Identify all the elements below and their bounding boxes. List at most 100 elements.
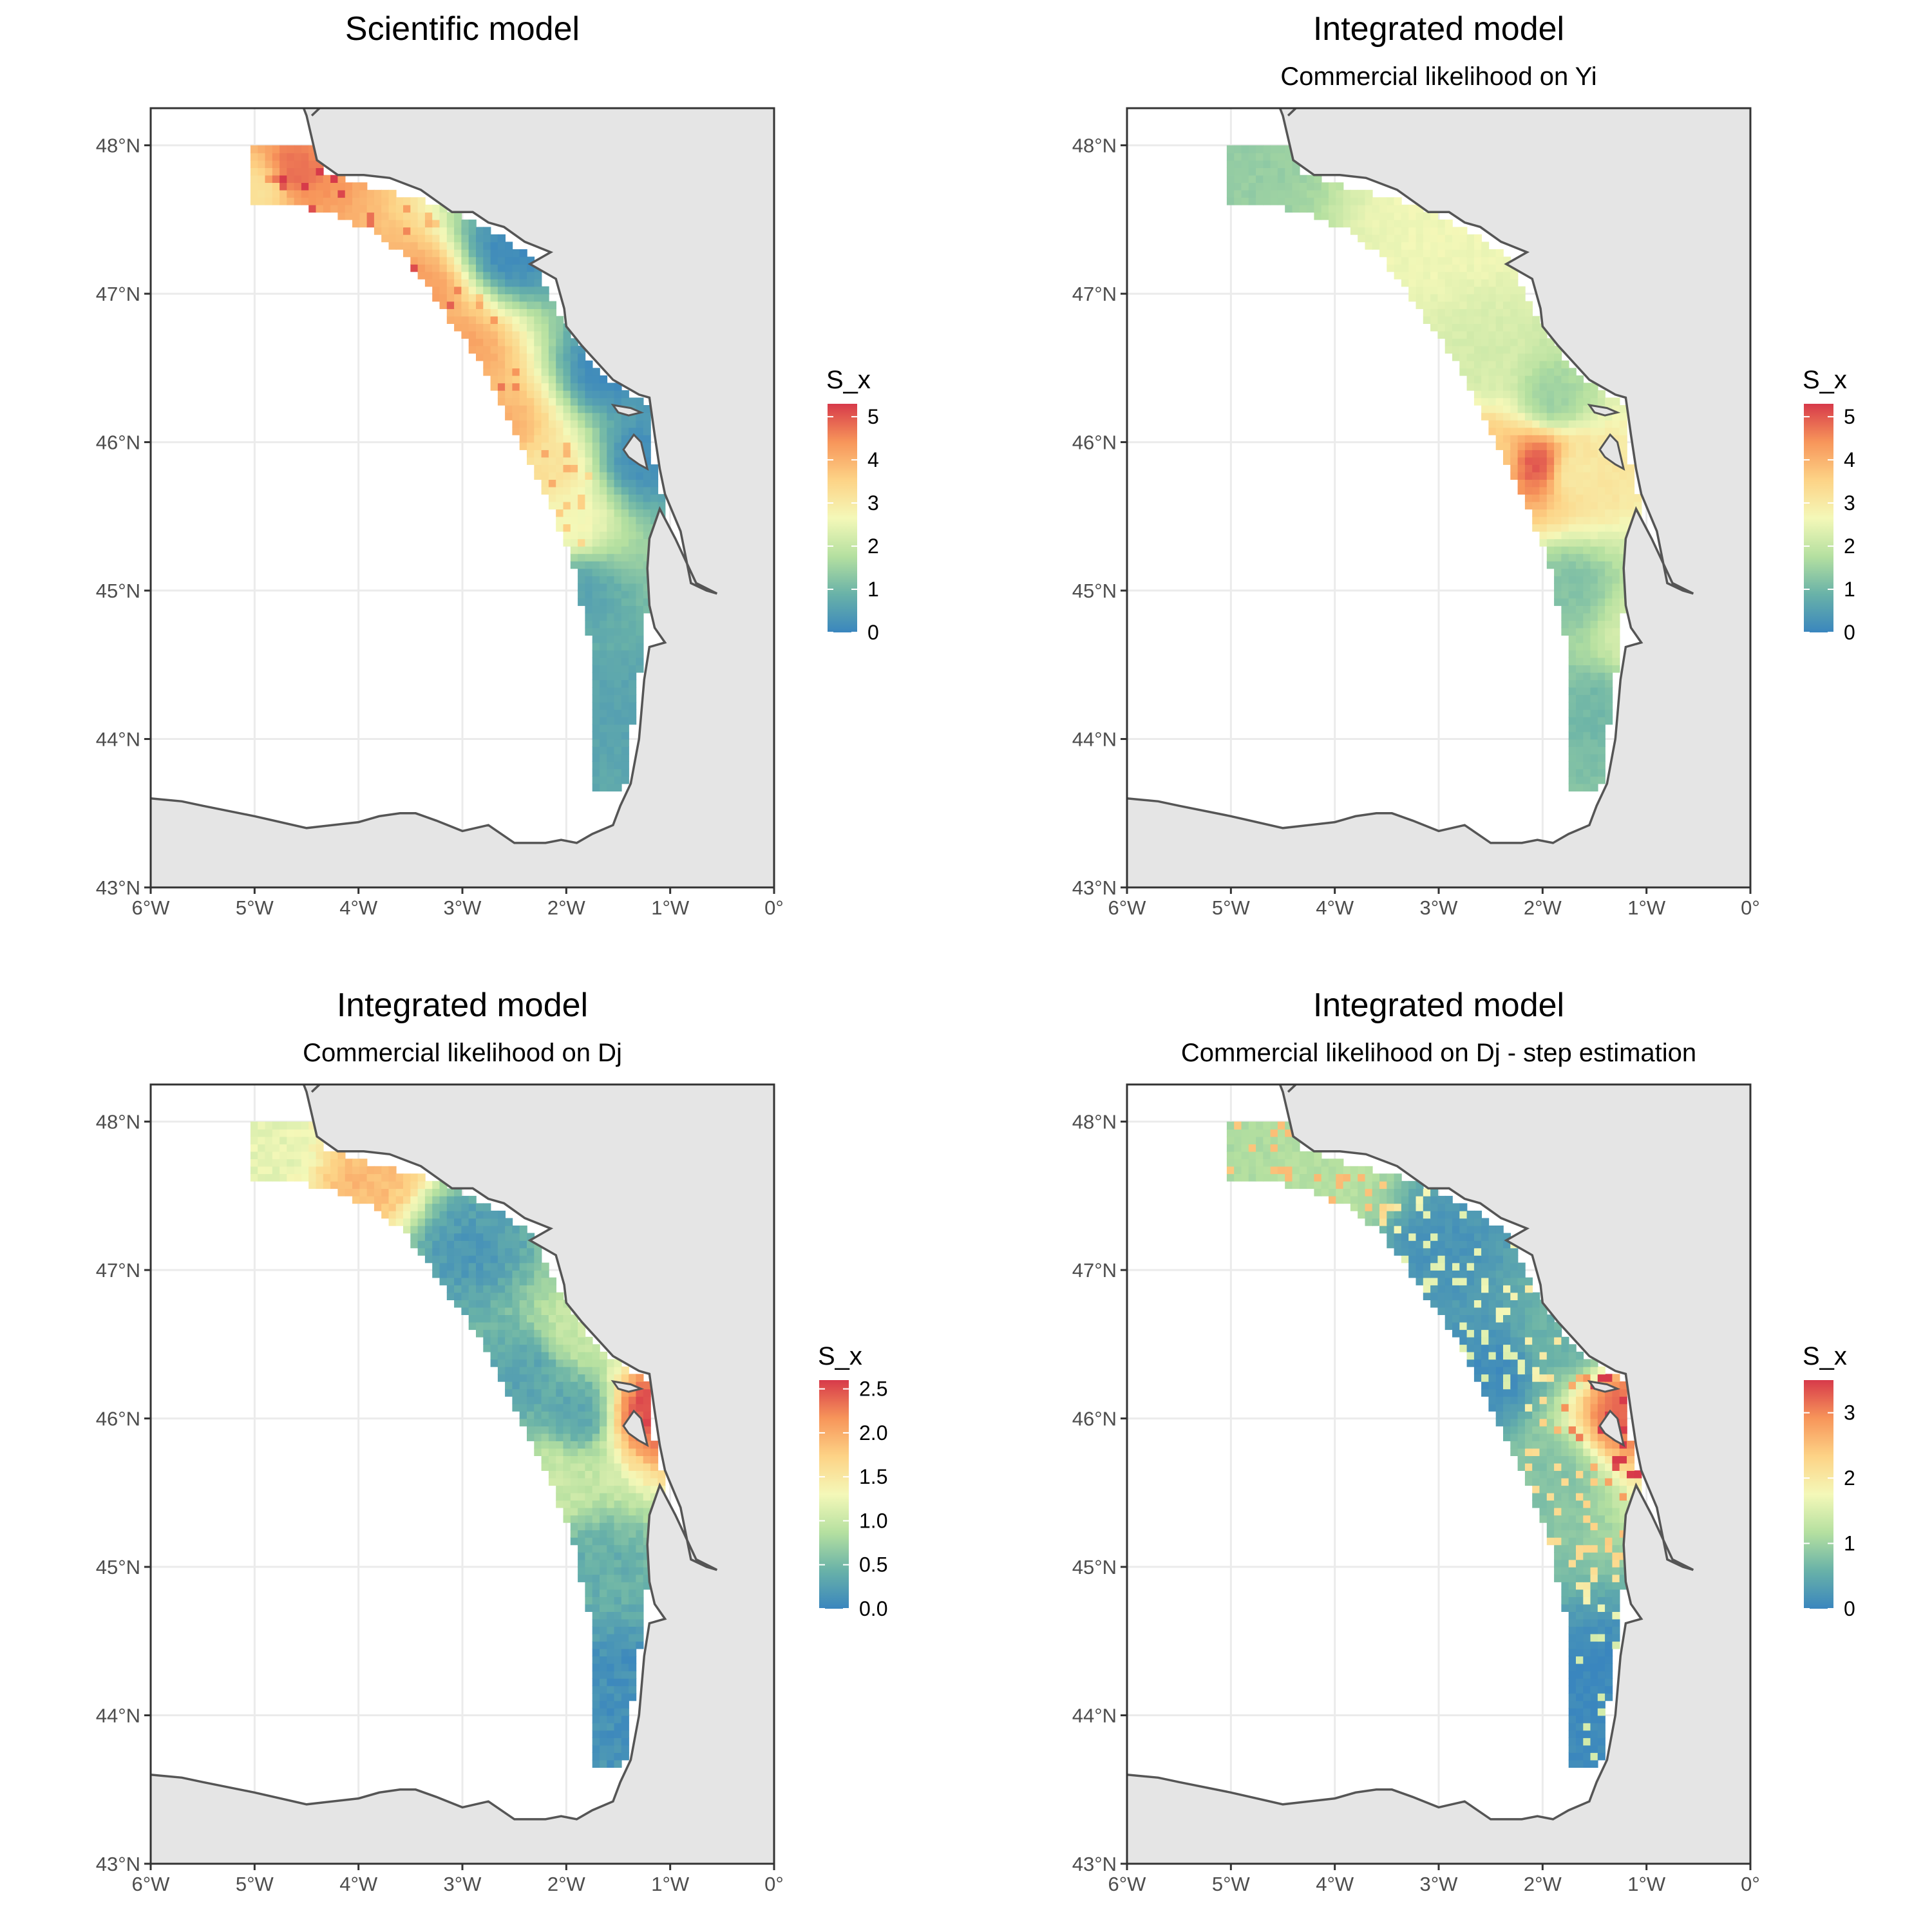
raster-cell xyxy=(1597,1730,1605,1738)
raster-cell xyxy=(1590,1544,1598,1553)
raster-cell xyxy=(607,1418,615,1426)
raster-cell xyxy=(1437,1255,1446,1264)
raster-cell xyxy=(1539,471,1548,480)
raster-cell xyxy=(468,279,477,287)
raster-cell xyxy=(600,1656,608,1664)
raster-cell xyxy=(585,1530,593,1538)
raster-cell xyxy=(1568,1693,1577,1701)
raster-cell xyxy=(519,338,527,346)
raster-cell xyxy=(359,182,368,191)
raster-cell xyxy=(1343,1166,1351,1175)
raster-cell xyxy=(600,545,608,554)
raster-cell xyxy=(1539,1470,1548,1479)
raster-cell xyxy=(374,197,382,205)
raster-cell xyxy=(1263,189,1271,198)
raster-cell xyxy=(1576,1477,1584,1486)
raster-cell xyxy=(1583,612,1591,621)
raster-cell xyxy=(1597,1745,1605,1753)
raster-cell xyxy=(417,1247,426,1256)
raster-cell xyxy=(1234,1129,1242,1137)
raster-cell xyxy=(592,1730,600,1738)
raster-cell xyxy=(308,175,317,183)
raster-cell xyxy=(621,1552,629,1560)
raster-cell xyxy=(621,1396,629,1405)
raster-cell xyxy=(1568,1604,1577,1612)
raster-cell xyxy=(600,1582,608,1590)
legend-tick-label: 0.0 xyxy=(859,1597,887,1620)
raster-cell xyxy=(541,353,549,361)
raster-cell xyxy=(621,732,629,740)
raster-cell xyxy=(1568,1589,1577,1597)
raster-cell xyxy=(1532,442,1540,450)
raster-cell xyxy=(1561,1470,1569,1479)
raster-cell xyxy=(1473,1359,1482,1367)
raster-cell xyxy=(1394,212,1402,220)
raster-cell xyxy=(1277,145,1285,153)
raster-cell xyxy=(1488,286,1497,294)
raster-cell xyxy=(424,227,433,235)
raster-cell xyxy=(287,160,295,168)
raster-cell xyxy=(512,345,520,354)
raster-cell xyxy=(1481,1307,1490,1315)
raster-cell xyxy=(1517,450,1526,458)
raster-cell xyxy=(265,153,273,161)
raster-cell xyxy=(512,1277,520,1285)
raster-cell xyxy=(1583,739,1591,747)
raster-cell xyxy=(403,1195,412,1204)
raster-cell xyxy=(1444,1307,1453,1315)
raster-cell xyxy=(592,538,600,547)
raster-cell xyxy=(1517,1262,1526,1271)
raster-cell xyxy=(1466,1210,1475,1219)
raster-cell xyxy=(1473,390,1482,399)
raster-cell xyxy=(527,1351,535,1360)
raster-cell xyxy=(1510,420,1519,428)
raster-cell xyxy=(1459,353,1468,361)
raster-cell xyxy=(403,197,412,205)
raster-cell xyxy=(1568,1351,1577,1360)
raster-cell xyxy=(454,212,462,220)
raster-cell xyxy=(1416,1226,1424,1234)
raster-cell xyxy=(1546,464,1555,473)
raster-cell xyxy=(600,1641,608,1649)
raster-cell xyxy=(1524,308,1533,317)
raster-cell xyxy=(1503,1270,1511,1278)
raster-cell xyxy=(614,1693,622,1701)
raster-cell xyxy=(1539,486,1548,495)
y-tick-label: 43°N xyxy=(96,1853,140,1875)
raster-cell xyxy=(1524,420,1533,428)
raster-cell xyxy=(1481,1366,1490,1375)
raster-cell xyxy=(403,212,412,220)
raster-cell xyxy=(1423,1188,1431,1197)
raster-cell xyxy=(1416,1210,1424,1219)
raster-cell xyxy=(614,1388,622,1397)
raster-cell xyxy=(497,375,506,384)
raster-cell xyxy=(1408,242,1417,250)
raster-cell xyxy=(476,242,484,250)
raster-cell xyxy=(1605,1663,1613,1672)
raster-cell xyxy=(570,1522,578,1531)
raster-cell xyxy=(1495,1314,1504,1323)
raster-cell xyxy=(1248,160,1256,168)
raster-cell xyxy=(432,227,440,235)
raster-cell xyxy=(1576,1426,1584,1434)
raster-cell xyxy=(1241,167,1249,176)
raster-cell xyxy=(1597,642,1605,650)
raster-cell xyxy=(505,271,513,279)
raster-cell xyxy=(337,1188,346,1197)
raster-cell xyxy=(1466,1240,1475,1249)
raster-cell xyxy=(1561,1418,1569,1426)
raster-cell xyxy=(1488,390,1497,399)
raster-cell xyxy=(1285,1173,1293,1182)
raster-cell xyxy=(592,1582,600,1590)
raster-cell xyxy=(527,375,535,384)
raster-cell xyxy=(527,450,535,458)
raster-cell xyxy=(650,494,659,502)
raster-cell xyxy=(1437,279,1446,287)
raster-cell xyxy=(1583,1752,1591,1761)
raster-cell xyxy=(454,1195,462,1204)
raster-cell xyxy=(1416,286,1424,294)
raster-cell xyxy=(1488,330,1497,339)
raster-cell xyxy=(534,1255,542,1264)
raster-cell xyxy=(600,650,608,658)
raster-cell xyxy=(534,353,542,361)
